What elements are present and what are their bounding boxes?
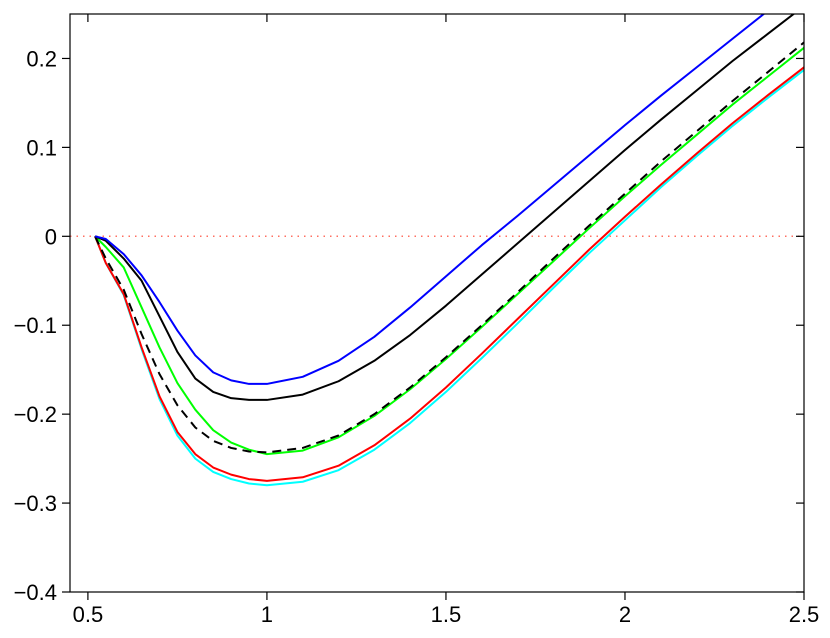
series-line [94, 47, 804, 456]
y-tick-label: −0.3 [14, 491, 57, 516]
axes-frame [69, 13, 805, 593]
y-tick-label: −0.1 [14, 313, 57, 338]
x-tick-label: 0.5 [73, 602, 104, 627]
series-line [94, 69, 804, 487]
series-line [94, 66, 804, 482]
y-tick-label: 0 [45, 224, 57, 249]
plot-area [70, 14, 804, 487]
x-tick-label: 2 [619, 602, 631, 627]
x-tick-label: 2.5 [789, 602, 820, 627]
x-tick-label: 1 [261, 602, 273, 627]
y-tick-label: −0.2 [14, 402, 57, 427]
y-tick-label: −0.4 [14, 580, 57, 605]
y-tick-label: 0.2 [26, 46, 57, 71]
y-tick-label: 0.1 [26, 135, 57, 160]
series-line [94, 14, 766, 385]
series-line [94, 41, 804, 454]
series-line [94, 14, 796, 401]
x-tick-label: 1.5 [431, 602, 462, 627]
